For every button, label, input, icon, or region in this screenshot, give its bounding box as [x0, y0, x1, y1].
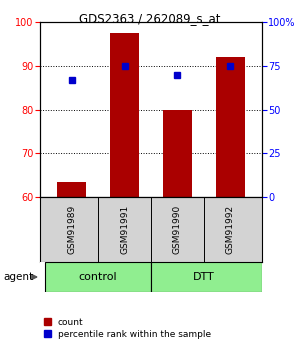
Legend: count, percentile rank within the sample: count, percentile rank within the sample	[44, 318, 211, 339]
Text: GSM91992: GSM91992	[226, 205, 235, 254]
Bar	[110, 33, 139, 197]
Text: GDS2363 / 262089_s_at: GDS2363 / 262089_s_at	[79, 12, 221, 25]
Text: GSM91989: GSM91989	[67, 205, 76, 254]
Text: control: control	[79, 272, 118, 282]
Text: GSM91991: GSM91991	[120, 205, 129, 254]
FancyBboxPatch shape	[45, 262, 151, 292]
Text: agent: agent	[3, 272, 33, 282]
Bar	[216, 57, 245, 197]
FancyBboxPatch shape	[151, 262, 262, 292]
Text: GSM91990: GSM91990	[173, 205, 182, 254]
Bar	[57, 182, 86, 197]
Bar	[163, 109, 192, 197]
Text: DTT: DTT	[193, 272, 215, 282]
